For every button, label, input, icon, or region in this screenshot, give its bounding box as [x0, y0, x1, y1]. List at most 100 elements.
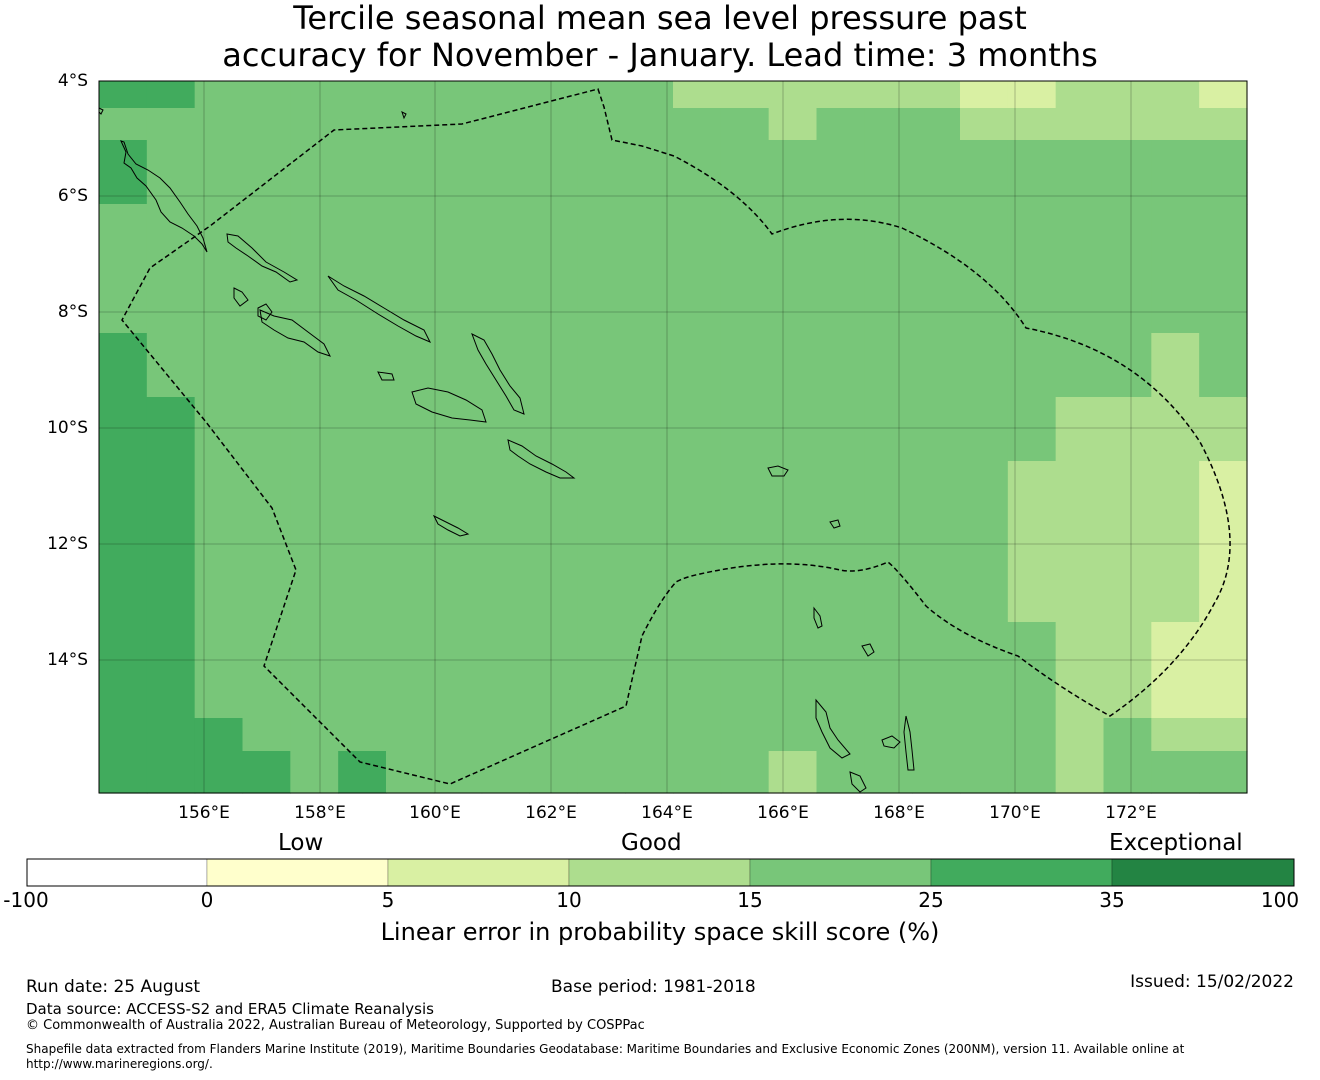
grid-cell: [960, 172, 1009, 205]
makira-island: [507, 439, 576, 479]
grid-cell: [1199, 204, 1248, 334]
grid-cell: [99, 81, 148, 109]
shapefile-credit-line-1: Shapefile data extracted from Flanders M…: [26, 1042, 1185, 1056]
grid-cell: [625, 81, 674, 109]
grid-cell: [146, 751, 196, 794]
grid-cell: [481, 172, 531, 205]
grid-cell: [816, 461, 865, 623]
grid-cell: [194, 81, 244, 109]
grid-cell: [816, 333, 865, 398]
grid-cell: [338, 81, 387, 109]
grid-cell: [673, 461, 722, 623]
title-line-1: Tercile seasonal mean sea level pressure…: [293, 0, 1027, 37]
grid-cell: [433, 397, 483, 462]
grid-cell: [625, 172, 674, 205]
coastlines: [98, 107, 915, 793]
grid-cell: [912, 397, 961, 462]
grid-cell: [1007, 718, 1057, 752]
grid-cell: [386, 172, 435, 205]
grid-cell: [625, 397, 674, 462]
colorbar-tick: 35: [1099, 888, 1125, 912]
colorbar-tick: 5: [381, 888, 395, 912]
torres-islands: [813, 606, 823, 629]
grid-cell: [242, 397, 291, 462]
grid-cell: [529, 751, 578, 794]
grid-cell: [768, 461, 818, 623]
grid-cell: [338, 751, 387, 794]
grid-cell: [242, 718, 291, 752]
grid-cell: [146, 622, 196, 719]
grid-cell: [433, 622, 483, 719]
grid-cell: [864, 172, 913, 205]
grid-cell: [816, 397, 865, 462]
grid-cell: [99, 172, 148, 205]
espiritu-santo-island: [815, 698, 851, 759]
grid-cell: [577, 751, 626, 794]
rennell-island: [432, 514, 470, 537]
grid-cell: [290, 204, 339, 334]
grid-cell: [720, 461, 770, 623]
grid-cell: [625, 333, 674, 398]
grid-cell: [338, 461, 387, 623]
grid-cell: [194, 333, 244, 398]
lat-label-14s: 14°S: [47, 650, 88, 670]
grid-cell: [529, 397, 578, 462]
grid-cell: [1007, 81, 1057, 109]
grid-cell: [338, 108, 387, 141]
grid-cell: [720, 140, 770, 173]
copyright: © Commonwealth of Australia 2022, Austra…: [26, 1018, 645, 1033]
grid-cell: [1199, 81, 1248, 109]
grid-cell: [386, 81, 435, 109]
grid-cell: [768, 108, 818, 141]
grid-cell: [1055, 718, 1105, 752]
colorbar-tick: 10: [556, 888, 582, 912]
grid-cell: [194, 718, 244, 752]
grid-cell: [529, 204, 578, 334]
grid-cell: [960, 333, 1009, 398]
colorbar-swatch: [206, 858, 389, 887]
grid-cell: [1103, 81, 1152, 109]
map-gridlines: [99, 81, 1247, 793]
grid-cell: [242, 751, 291, 794]
grid-cell: [625, 461, 674, 623]
grid-cell: [290, 108, 339, 141]
grid-cell: [1103, 397, 1152, 462]
grid-cell: [99, 108, 148, 141]
grid-cell: [1103, 751, 1152, 794]
ranongga-island: [257, 303, 273, 321]
lon-label-170e: 170°E: [989, 803, 1041, 823]
grid-cell: [194, 751, 244, 794]
grid-cell: [960, 622, 1009, 719]
grid-cell: [960, 397, 1009, 462]
grid-cell: [481, 81, 531, 109]
grid-cell: [99, 718, 148, 752]
grid-cell: [433, 81, 483, 109]
grid-cell: [1007, 204, 1057, 334]
grid-cell: [673, 622, 722, 719]
grid-cell: [1055, 172, 1105, 205]
grid-cell: [816, 204, 865, 334]
grid-cell: [242, 622, 291, 719]
grid-cell: [912, 204, 961, 334]
grid-cell: [1199, 172, 1248, 205]
grid-cell: [768, 172, 818, 205]
grid-cell: [290, 397, 339, 462]
grid-cell: [768, 397, 818, 462]
lat-label-4s: 4°S: [57, 71, 88, 91]
grid-cell: [433, 461, 483, 623]
vella-lavella-island: [233, 287, 249, 307]
issued-date: Issued: 15/02/2022: [1130, 972, 1294, 992]
grid-cell: [1007, 751, 1057, 794]
grid-cell: [194, 461, 244, 623]
grid-cell: [242, 461, 291, 623]
grid-cell: [960, 461, 1009, 623]
grid-cell: [1199, 622, 1248, 719]
colorbar-swatch: [930, 858, 1113, 887]
lat-label-12s: 12°S: [47, 534, 88, 554]
grid-cell: [720, 751, 770, 794]
bougainville-island: [120, 140, 208, 253]
grid-cell: [1055, 81, 1105, 109]
grid-cell: [481, 204, 531, 334]
grid-cell: [99, 397, 148, 462]
